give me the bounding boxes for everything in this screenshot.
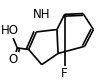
Text: HO: HO: [1, 24, 19, 37]
Text: O: O: [9, 53, 18, 66]
Text: F: F: [61, 67, 67, 80]
Text: NH: NH: [33, 8, 50, 21]
